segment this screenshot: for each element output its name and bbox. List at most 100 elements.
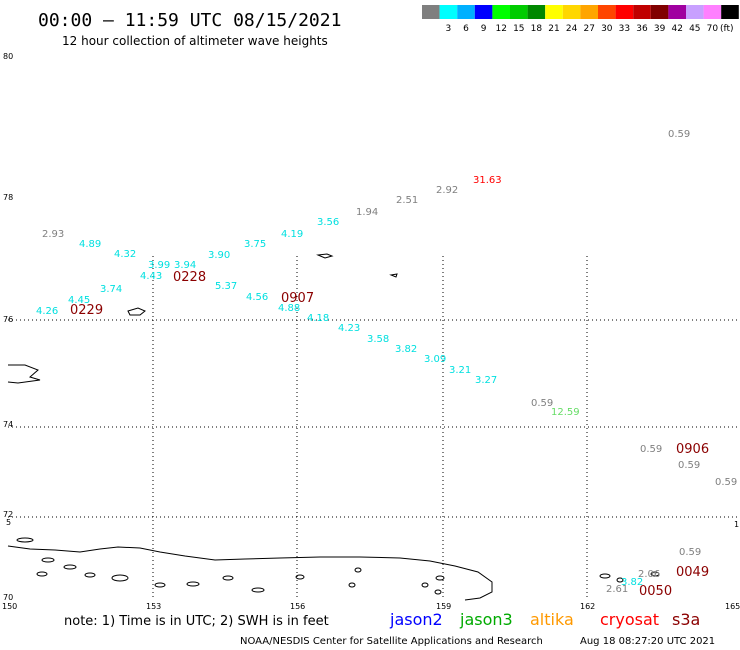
island — [348, 582, 356, 588]
legend-label: 33 — [619, 24, 630, 34]
legend-swatch — [422, 5, 440, 19]
legend-swatch — [598, 5, 616, 19]
legend-swatch — [650, 5, 669, 19]
legend-label: 18 — [531, 24, 543, 34]
island — [251, 587, 265, 593]
wave-height-label: 3.82 — [395, 344, 417, 355]
island — [421, 582, 429, 588]
wave-height-label: 3.58 — [367, 334, 389, 345]
pass-time-labels: 0228 0229 0907 0906 0049 0050 — [70, 270, 709, 599]
coast-south — [7, 545, 493, 601]
wave-height-label: 12.59 — [551, 407, 580, 418]
legend-swatch — [527, 5, 546, 19]
legend-swatch — [457, 5, 475, 19]
wave-height-label: 3.09 — [424, 354, 446, 365]
lon-label: 150 — [2, 602, 17, 611]
satellite-cryosat: cryosat — [600, 610, 659, 629]
island — [316, 253, 334, 259]
wave-height-label: 31.63 — [473, 175, 502, 186]
legend-swatch — [439, 5, 458, 19]
satellite-s3a: s3a — [672, 610, 700, 629]
island — [650, 571, 660, 577]
wave-height-label: 3.75 — [244, 239, 266, 250]
wave-height-label: 0.59 — [668, 129, 690, 140]
wave-height-label: 0.59 — [678, 460, 700, 471]
legend-label: 24 — [566, 24, 578, 34]
wave-height-label: 4.26 — [36, 306, 58, 317]
legend-swatch — [492, 5, 510, 19]
wave-height-label: 0.59 — [679, 547, 701, 558]
lat-label: 74 — [3, 420, 13, 429]
lat-label: 80 — [3, 52, 13, 61]
wave-height-label: 4.19 — [281, 229, 303, 240]
island — [84, 572, 96, 578]
wave-height-label: 0.59 — [531, 398, 553, 409]
landmass-west — [7, 364, 41, 384]
wave-height-label: 3.56 — [317, 217, 339, 228]
wave-height-label: 0.59 — [715, 477, 737, 488]
pass-time-label: 0906 — [676, 442, 709, 457]
wave-height-label: 4.43 — [140, 271, 162, 282]
lon-axis: 150 153 156 159 162 165 — [2, 602, 740, 611]
legend-label: 3 — [446, 24, 452, 34]
edge-label: 5 — [6, 518, 11, 527]
wave-height-label: 4.89 — [79, 239, 101, 250]
legend-label: 42 — [671, 24, 682, 34]
wave-height-label: 3.21 — [449, 365, 471, 376]
legend-label: 36 — [636, 24, 648, 34]
wave-height-label: 3.90 — [208, 250, 230, 261]
island — [616, 577, 624, 583]
lon-label: 156 — [290, 602, 305, 611]
pass-time-label: 0228 — [173, 270, 206, 285]
island — [36, 571, 48, 577]
legend-label: 39 — [654, 24, 666, 34]
legend-label: 30 — [601, 24, 613, 34]
wave-height-label: 4.45 — [68, 295, 90, 306]
lon-label: 165 — [725, 602, 740, 611]
footer-timestamp: Aug 18 08:27:20 UTC 2021 — [580, 636, 715, 647]
wave-height-labels: 0.59 31.63 2.92 2.51 1.94 3.56 4.19 3.75… — [36, 129, 737, 595]
legend-swatch — [703, 5, 722, 19]
wave-height-label: 3.82 — [621, 577, 643, 588]
pass-time-label: 0907 — [281, 291, 314, 306]
lat-label: 72 — [3, 510, 13, 519]
legend-label: 6 — [463, 24, 469, 34]
legend-unit: (ft) — [720, 24, 734, 34]
legend-swatch — [633, 5, 651, 19]
island — [154, 582, 166, 588]
coastline — [7, 253, 660, 601]
wave-height-label: 4.88 — [278, 303, 300, 314]
page-subtitle: 12 hour collection of altimeter wave hei… — [62, 34, 328, 48]
legend-label: 45 — [689, 24, 700, 34]
wave-height-label: 3.99 — [148, 260, 170, 271]
wave-height-label: 0.59 — [640, 444, 662, 455]
island — [111, 574, 129, 582]
wave-height-label: 3.27 — [475, 375, 497, 386]
legend-swatch — [721, 5, 739, 19]
wave-height-label: 4.56 — [246, 292, 268, 303]
wave-height-label: 2.06 — [638, 569, 660, 580]
satellite-altika: altika — [530, 610, 574, 629]
pass-time-label: 0229 — [70, 303, 103, 318]
lat-axis: 80 78 76 74 72 70 5 1 — [3, 52, 739, 602]
footer-credit: NOAA/NESDIS Center for Satellite Applica… — [240, 636, 543, 647]
legend-label: 9 — [481, 24, 487, 34]
lon-label: 162 — [580, 602, 595, 611]
wave-height-label: 4.23 — [338, 323, 360, 334]
wave-height-label: 2.51 — [396, 195, 418, 206]
wave-height-label: 3.94 — [174, 260, 196, 271]
island — [222, 575, 234, 581]
wave-height-label: 2.93 — [42, 229, 64, 240]
legend-swatch — [474, 5, 493, 19]
legend-label: 15 — [513, 24, 524, 34]
wave-height-label: 4.18 — [307, 313, 329, 324]
legend-label: 12 — [495, 24, 506, 34]
wave-height-label: 2.92 — [436, 185, 458, 196]
island — [435, 575, 445, 581]
legend-swatch — [580, 5, 598, 19]
legend-swatch — [510, 5, 528, 19]
wave-height-label: 3.74 — [100, 284, 122, 295]
lon-label: 159 — [436, 602, 451, 611]
lat-label: 76 — [3, 315, 13, 324]
